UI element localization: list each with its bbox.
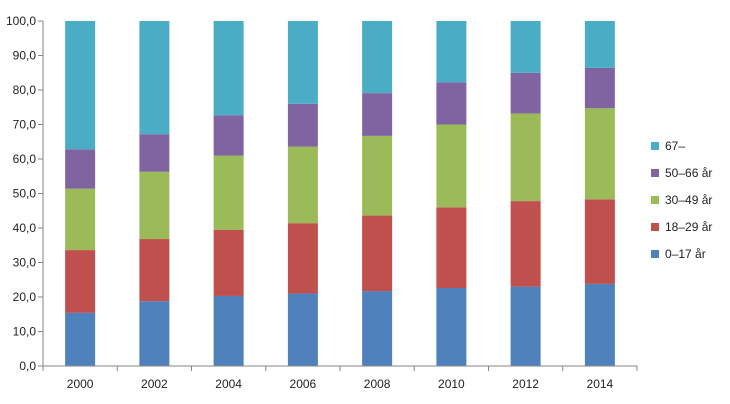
bar-segment-2006-s3 bbox=[287, 103, 318, 147]
bar-segment-2008-s3 bbox=[362, 93, 393, 136]
x-tick-label-2012: 2012 bbox=[512, 377, 539, 391]
bar-segment-2004-s2 bbox=[213, 155, 244, 230]
bar-segment-2006-s4 bbox=[287, 21, 318, 104]
legend-label-3: 50–66 år bbox=[665, 166, 712, 180]
bar-segment-2010-s2 bbox=[436, 124, 467, 208]
x-tick-label-2000: 2000 bbox=[67, 377, 94, 391]
legend-swatch-0 bbox=[651, 250, 659, 258]
bars-layer bbox=[65, 21, 615, 366]
legend-label-4: 67– bbox=[665, 139, 685, 153]
bar-segment-2014-s4 bbox=[584, 21, 615, 68]
x-tick-label-2006: 2006 bbox=[290, 377, 317, 391]
bar-segment-2002-s3 bbox=[139, 134, 170, 172]
bar-segment-2006-s0 bbox=[287, 293, 318, 366]
bar-segment-2000-s4 bbox=[65, 21, 96, 150]
y-tick-label-1: 10,0 bbox=[13, 325, 37, 339]
legend-swatch-4 bbox=[651, 142, 659, 150]
legend: 67– 50–66 år 30–49 år 18–29 år 0–17 år bbox=[651, 139, 712, 261]
y-tick-label-8: 80,0 bbox=[13, 83, 37, 97]
bar-segment-2012-s1 bbox=[510, 201, 541, 287]
bar-segment-2014-s1 bbox=[584, 199, 615, 284]
y-tick-label-5: 50,0 bbox=[13, 187, 37, 201]
bar-segment-2010-s0 bbox=[436, 288, 467, 366]
y-tick-label-3: 30,0 bbox=[13, 256, 37, 270]
axes-layer: 0,0 10,0 20,0 30,0 40,0 50,0 60,0 70,0 80,0 90,0 1… bbox=[6, 14, 638, 391]
bar-segment-2012-s3 bbox=[510, 72, 541, 114]
x-tick-label-2002: 2002 bbox=[141, 377, 168, 391]
y-tick-label-0: 0,0 bbox=[19, 359, 36, 373]
bar-segment-2004-s4 bbox=[213, 21, 244, 116]
y-tick-label-9: 90,0 bbox=[13, 49, 37, 63]
bar-segment-2000-s1 bbox=[65, 250, 96, 313]
bar-segment-2014-s2 bbox=[584, 108, 615, 200]
bar-segment-2000-s2 bbox=[65, 188, 96, 251]
legend-swatch-2 bbox=[651, 196, 659, 204]
legend-label-0: 0–17 år bbox=[665, 247, 706, 261]
bar-segment-2008-s1 bbox=[362, 215, 393, 292]
x-tick-label-2010: 2010 bbox=[438, 377, 465, 391]
bar-segment-2000-s3 bbox=[65, 149, 96, 189]
bar-segment-2008-s0 bbox=[362, 291, 393, 366]
bar-segment-2002-s2 bbox=[139, 171, 170, 240]
legend-swatch-3 bbox=[651, 169, 659, 177]
bar-segment-2010-s3 bbox=[436, 82, 467, 125]
legend-label-2: 30–49 år bbox=[665, 193, 712, 207]
x-tick-label-2004: 2004 bbox=[215, 377, 242, 391]
bar-segment-2002-s0 bbox=[139, 301, 170, 366]
y-tick-label-6: 60,0 bbox=[13, 152, 37, 166]
bar-segment-2004-s0 bbox=[213, 295, 244, 366]
bar-segment-2006-s2 bbox=[287, 146, 318, 224]
bar-segment-2008-s2 bbox=[362, 135, 393, 216]
bar-segment-2004-s1 bbox=[213, 229, 244, 296]
bar-segment-2002-s4 bbox=[139, 21, 170, 135]
x-tick-label-2008: 2008 bbox=[364, 377, 391, 391]
bar-segment-2006-s1 bbox=[287, 223, 318, 294]
y-tick-label-2: 20,0 bbox=[13, 290, 37, 304]
bar-segment-2008-s4 bbox=[362, 21, 393, 94]
bar-segment-2010-s1 bbox=[436, 207, 467, 289]
bar-segment-2010-s4 bbox=[436, 21, 467, 83]
y-tick-label-4: 40,0 bbox=[13, 221, 37, 235]
bar-segment-2014-s3 bbox=[584, 67, 615, 109]
x-tick-label-2014: 2014 bbox=[587, 377, 614, 391]
bar-segment-2000-s0 bbox=[65, 312, 96, 366]
y-tick-label-10: 100,0 bbox=[6, 14, 36, 28]
bar-segment-2012-s2 bbox=[510, 113, 541, 202]
bar-segment-2002-s1 bbox=[139, 239, 170, 302]
bar-segment-2012-s0 bbox=[510, 286, 541, 366]
bar-segment-2014-s0 bbox=[584, 283, 615, 366]
bar-segment-2004-s3 bbox=[213, 115, 244, 156]
legend-label-1: 18–29 år bbox=[665, 220, 712, 234]
legend-swatch-1 bbox=[651, 223, 659, 231]
bar-segment-2012-s4 bbox=[510, 21, 541, 73]
y-tick-label-7: 70,0 bbox=[13, 118, 37, 132]
